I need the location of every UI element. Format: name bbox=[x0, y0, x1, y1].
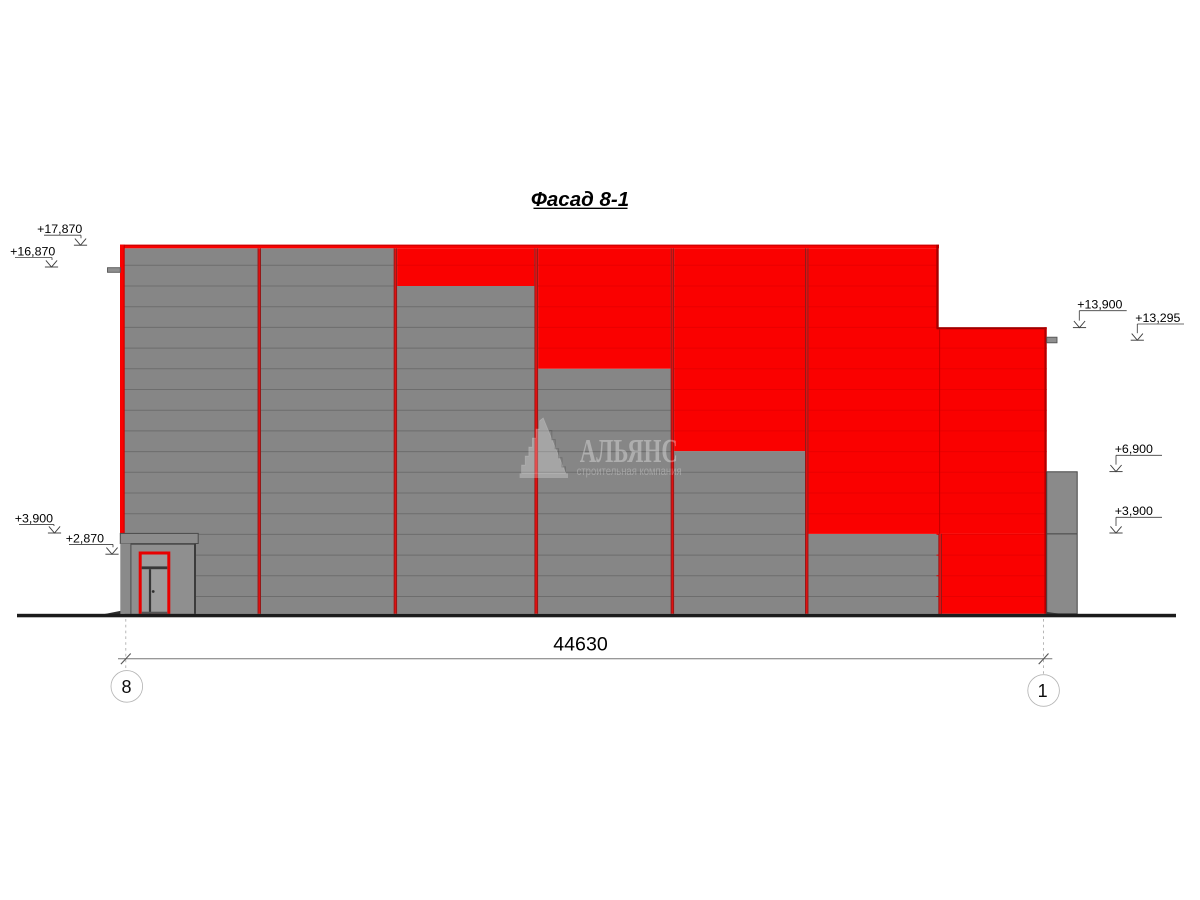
svg-text:+13,900: +13,900 bbox=[1077, 298, 1122, 312]
svg-text:1: 1 bbox=[1038, 681, 1048, 701]
svg-text:44630: 44630 bbox=[553, 633, 608, 655]
svg-text:8: 8 bbox=[121, 677, 131, 697]
svg-text:Фасад 8-1: Фасад 8-1 bbox=[531, 188, 629, 211]
svg-text:+17,870: +17,870 bbox=[37, 222, 82, 236]
svg-text:АЛЬЯНС: АЛЬЯНС bbox=[580, 433, 678, 470]
svg-text:+2,870: +2,870 bbox=[66, 531, 104, 545]
svg-text:строительная компания: строительная компания bbox=[577, 466, 682, 478]
svg-text:+6,900: +6,900 bbox=[1115, 442, 1153, 456]
svg-text:+16,870: +16,870 bbox=[10, 245, 55, 259]
svg-text:+13,295: +13,295 bbox=[1135, 311, 1180, 325]
svg-text:+3,900: +3,900 bbox=[1115, 504, 1153, 518]
svg-text:+3,900: +3,900 bbox=[15, 512, 53, 526]
